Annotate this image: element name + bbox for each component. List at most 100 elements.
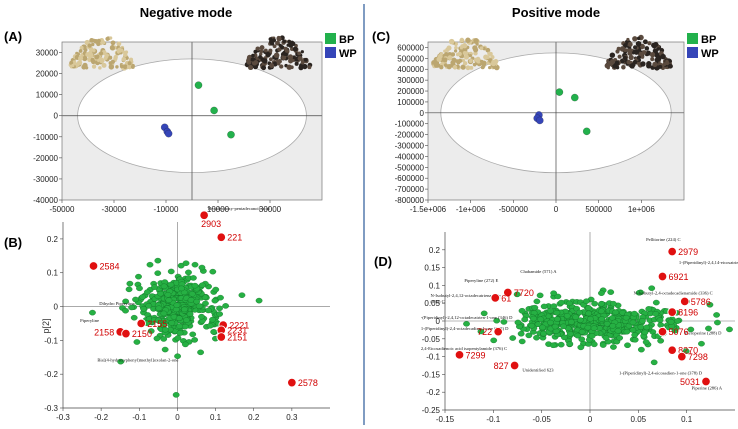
loading-point <box>205 307 212 314</box>
peppercorn <box>307 65 312 70</box>
loading-point <box>122 307 129 314</box>
loading-point <box>168 320 176 326</box>
loading-point <box>198 264 206 271</box>
peppercorn <box>115 65 119 69</box>
loading-point <box>578 336 586 342</box>
loading-point <box>125 286 133 293</box>
legend-positive: BP WP <box>687 33 719 60</box>
peppercorn <box>91 64 97 69</box>
loading-point <box>599 342 607 348</box>
highlighted-label-2150: 2150 <box>132 329 152 339</box>
loading-point <box>160 336 168 342</box>
highlighted-point-5786 <box>679 296 690 307</box>
highlighted-point-7298 <box>677 351 687 362</box>
y-tick-label: -0.3 <box>44 404 58 413</box>
peppercorn <box>287 54 294 60</box>
loading-point <box>629 319 637 326</box>
loading-point <box>726 326 733 333</box>
loading-point <box>160 283 168 290</box>
loading-point <box>561 334 568 341</box>
x-tick-label: -10000 <box>154 205 179 214</box>
loading-point <box>575 309 583 316</box>
loading-point <box>122 298 130 305</box>
loading-point <box>136 285 143 292</box>
x-tick-label: -50000 <box>50 205 75 214</box>
peppercorn <box>628 54 634 61</box>
highlighted-label-7299: 7299 <box>466 350 486 360</box>
loading-point <box>577 344 585 351</box>
loading-point <box>639 318 646 324</box>
x-tick-label: 0.2 <box>248 413 260 422</box>
panel-label-c: (C) <box>372 29 390 44</box>
peppercorn <box>626 37 630 42</box>
peppercorn <box>443 63 448 68</box>
peppercorn <box>261 65 267 71</box>
loading-point <box>572 314 580 320</box>
highlighted-point-2155 <box>136 318 146 329</box>
loading-point <box>631 336 639 343</box>
peppercorn <box>660 53 666 60</box>
loading-point <box>509 335 517 341</box>
peppercorn <box>255 46 260 52</box>
peppercorn <box>246 60 252 65</box>
loading-point <box>568 319 575 325</box>
loading-point <box>631 332 639 338</box>
peppercorn <box>251 53 255 58</box>
peppercorn <box>652 61 658 67</box>
x-tick-label: -0.1 <box>486 415 500 424</box>
loading-point <box>574 332 582 339</box>
loading-point <box>182 341 189 348</box>
loading-point <box>642 339 650 345</box>
compound-annotation: Bis[(4-hydroxyphenyl)methyl]oxolan-2-one <box>97 357 178 362</box>
loading-point <box>157 290 164 297</box>
peppercorn <box>653 41 659 48</box>
y-tick-label: 30000 <box>36 49 59 58</box>
peppercorn <box>251 60 258 66</box>
loading-plot-positive: -0.25 -0.2 -0.15 -0.1 -0.05 0 0.05 0.1 0.15 0.2 -0… <box>421 232 738 424</box>
loading-point <box>550 303 558 309</box>
peppercorn <box>614 60 620 66</box>
negative-mode-title: Negative mode <box>140 5 232 20</box>
loading-point <box>167 281 175 288</box>
panel-label-d: (D) <box>374 254 392 269</box>
highlighted-point-7224 <box>493 326 503 337</box>
loading-point <box>624 342 631 349</box>
compound-annotation: Chabamide (571) A <box>520 269 557 274</box>
peppercorn <box>123 52 128 58</box>
y-tick-label: 0.05 <box>424 299 440 308</box>
loading-point <box>563 313 571 319</box>
compound-annotation: Pieroperine (288) D <box>685 331 722 336</box>
loading-point <box>211 297 219 304</box>
loading-point <box>609 323 617 329</box>
compound-annotation: Piperyline (272) E <box>464 278 498 283</box>
loading-point <box>133 339 141 345</box>
loading-point <box>667 319 675 325</box>
highlighted-label-2155: 2155 <box>147 319 167 329</box>
peppercorn <box>460 64 466 70</box>
loading-point <box>585 305 592 311</box>
x-tick-label: 0.3 <box>286 413 298 422</box>
loading-point <box>650 359 658 366</box>
loading-point <box>557 299 565 306</box>
peppercorn <box>479 46 484 51</box>
y-tick-label: -600000 <box>395 174 425 183</box>
peppercorn <box>462 61 468 66</box>
y-tick-label: -700000 <box>395 185 425 194</box>
peppercorn <box>650 57 655 62</box>
loading-point <box>590 325 598 331</box>
y-tick-label: 300000 <box>397 76 424 85</box>
peppercorn <box>604 63 611 69</box>
loading-point <box>255 297 263 304</box>
highlighted-label-7298: 7298 <box>688 352 708 362</box>
peppercorn <box>636 55 641 60</box>
loading-point <box>238 292 246 298</box>
peppercorn <box>102 40 106 45</box>
peppercorn <box>658 64 663 69</box>
score-point-bp <box>555 88 564 96</box>
legend-label-wp: WP <box>701 48 719 60</box>
peppercorn <box>632 59 638 65</box>
loading-point <box>191 261 199 268</box>
x-tick-label: -0.05 <box>533 415 552 424</box>
loading-point <box>714 319 721 326</box>
loading-point <box>687 326 695 333</box>
